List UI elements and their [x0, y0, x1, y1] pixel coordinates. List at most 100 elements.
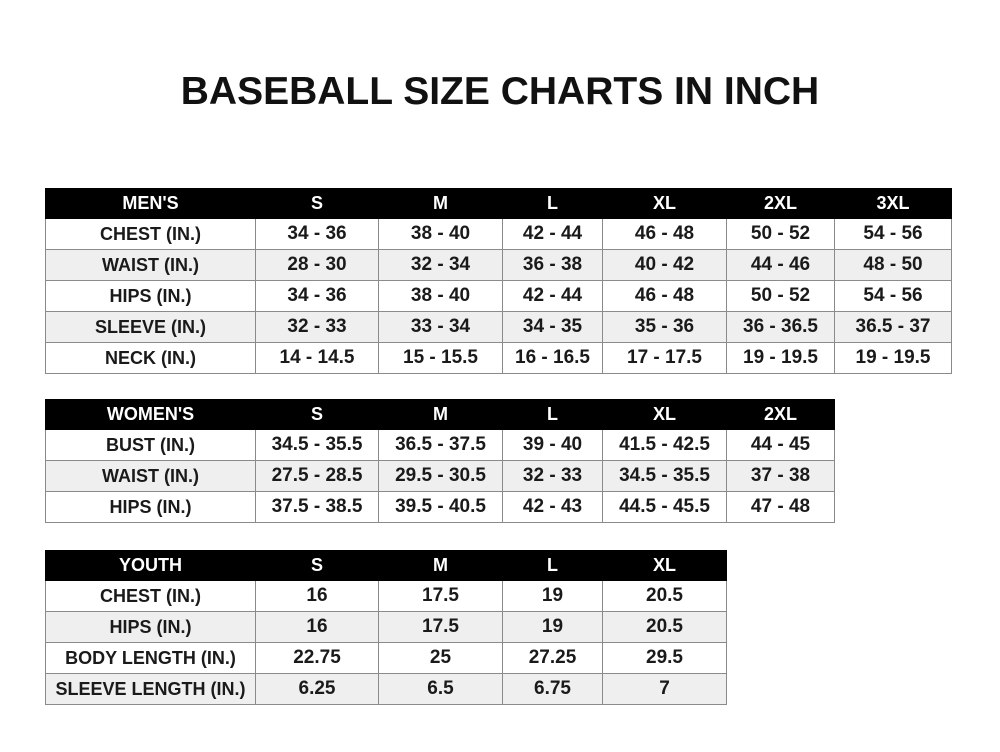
measurement-value: 37.5 - 38.5 — [255, 491, 379, 523]
size-header: L — [502, 399, 603, 430]
measurement-label: HIPS (IN.) — [45, 491, 256, 523]
measurement-label: CHEST (IN.) — [45, 218, 256, 250]
size-header: S — [255, 188, 379, 219]
table-header-row: YOUTH S M L XL — [45, 550, 727, 581]
size-header: 3XL — [834, 188, 952, 219]
measurement-value: 54 - 56 — [834, 280, 952, 312]
measurement-value: 46 - 48 — [602, 218, 727, 250]
measurement-value: 29.5 - 30.5 — [378, 460, 503, 492]
measurement-value: 34 - 36 — [255, 218, 379, 250]
table-row: SLEEVE LENGTH (IN.) 6.25 6.5 6.75 7 — [45, 673, 727, 705]
measurement-value: 50 - 52 — [726, 280, 835, 312]
size-header: XL — [602, 188, 727, 219]
measurement-label: SLEEVE (IN.) — [45, 311, 256, 343]
measurement-value: 33 - 34 — [378, 311, 503, 343]
size-header: S — [255, 399, 379, 430]
table-row: SLEEVE (IN.) 32 - 33 33 - 34 34 - 35 35 - 36… — [45, 311, 952, 343]
measurement-value: 29.5 — [602, 642, 727, 674]
category-header: WOMEN'S — [45, 399, 256, 430]
measurement-value: 35 - 36 — [602, 311, 727, 343]
measurement-value: 16 — [255, 611, 379, 643]
measurement-value: 50 - 52 — [726, 218, 835, 250]
youth-size-table: YOUTH S M L XL CHEST (IN.) 16 17.5 19 20.5 HIPS (I… — [45, 550, 727, 705]
measurement-value: 6.75 — [502, 673, 603, 705]
measurement-value: 32 - 34 — [378, 249, 503, 281]
measurement-value: 19 - 19.5 — [726, 342, 835, 374]
measurement-value: 14 - 14.5 — [255, 342, 379, 374]
measurement-value: 17.5 — [378, 611, 503, 643]
page-title: BASEBALL SIZE CHARTS IN INCH — [180, 70, 820, 113]
measurement-value: 37 - 38 — [726, 460, 835, 492]
measurement-value: 36.5 - 37 — [834, 311, 952, 343]
womens-size-table: WOMEN'S S M L XL 2XL BUST (IN.) 34.5 - 35.5 36.5… — [45, 399, 835, 523]
measurement-value: 36 - 38 — [502, 249, 603, 281]
mens-size-table: MEN'S S M L XL 2XL 3XL CHEST (IN.) 34 - 36 38 - 4… — [45, 188, 952, 374]
size-header: XL — [602, 399, 727, 430]
table-row: HIPS (IN.) 16 17.5 19 20.5 — [45, 611, 727, 643]
measurement-value: 39.5 - 40.5 — [378, 491, 503, 523]
measurement-value: 16 — [255, 580, 379, 612]
size-header: M — [378, 399, 503, 430]
table-row: WAIST (IN.) 27.5 - 28.5 29.5 - 30.5 32 - 33… — [45, 460, 835, 492]
table-header-row: WOMEN'S S M L XL 2XL — [45, 399, 835, 430]
measurement-value: 32 - 33 — [502, 460, 603, 492]
measurement-value: 19 — [502, 611, 603, 643]
measurement-value: 7 — [602, 673, 727, 705]
measurement-value: 36.5 - 37.5 — [378, 429, 503, 461]
measurement-value: 15 - 15.5 — [378, 342, 503, 374]
table-row: BODY LENGTH (IN.) 22.75 25 27.25 29.5 — [45, 642, 727, 674]
measurement-label: HIPS (IN.) — [45, 611, 256, 643]
measurement-value: 34 - 35 — [502, 311, 603, 343]
table-row: WAIST (IN.) 28 - 30 32 - 34 36 - 38 40 - 42 4… — [45, 249, 952, 281]
measurement-value: 36 - 36.5 — [726, 311, 835, 343]
measurement-label: SLEEVE LENGTH (IN.) — [45, 673, 256, 705]
table-row: BUST (IN.) 34.5 - 35.5 36.5 - 37.5 39 - 40 4… — [45, 429, 835, 461]
measurement-value: 32 - 33 — [255, 311, 379, 343]
category-header: YOUTH — [45, 550, 256, 581]
measurement-value: 20.5 — [602, 611, 727, 643]
measurement-value: 6.25 — [255, 673, 379, 705]
measurement-value: 42 - 44 — [502, 280, 603, 312]
table-row: CHEST (IN.) 34 - 36 38 - 40 42 - 44 46 - 48 5… — [45, 218, 952, 250]
measurement-value: 39 - 40 — [502, 429, 603, 461]
category-header: MEN'S — [45, 188, 256, 219]
size-header: L — [502, 188, 603, 219]
measurement-value: 19 — [502, 580, 603, 612]
measurement-value: 6.5 — [378, 673, 503, 705]
size-header: L — [502, 550, 603, 581]
measurement-label: CHEST (IN.) — [45, 580, 256, 612]
size-header: M — [378, 550, 503, 581]
table-row: CHEST (IN.) 16 17.5 19 20.5 — [45, 580, 727, 612]
table-header-row: MEN'S S M L XL 2XL 3XL — [45, 188, 952, 219]
size-header: M — [378, 188, 503, 219]
measurement-label: BUST (IN.) — [45, 429, 256, 461]
table-row: HIPS (IN.) 34 - 36 38 - 40 42 - 44 46 - 48 50… — [45, 280, 952, 312]
measurement-label: NECK (IN.) — [45, 342, 256, 374]
measurement-value: 34.5 - 35.5 — [255, 429, 379, 461]
measurement-value: 27.5 - 28.5 — [255, 460, 379, 492]
measurement-value: 44.5 - 45.5 — [602, 491, 727, 523]
measurement-value: 48 - 50 — [834, 249, 952, 281]
measurement-value: 46 - 48 — [602, 280, 727, 312]
measurement-value: 20.5 — [602, 580, 727, 612]
measurement-value: 19 - 19.5 — [834, 342, 952, 374]
measurement-value: 44 - 45 — [726, 429, 835, 461]
measurement-label: HIPS (IN.) — [45, 280, 256, 312]
measurement-value: 22.75 — [255, 642, 379, 674]
measurement-value: 27.25 — [502, 642, 603, 674]
size-header: 2XL — [726, 399, 835, 430]
measurement-value: 34 - 36 — [255, 280, 379, 312]
size-header: XL — [602, 550, 727, 581]
measurement-value: 44 - 46 — [726, 249, 835, 281]
measurement-value: 17 - 17.5 — [602, 342, 727, 374]
measurement-value: 41.5 - 42.5 — [602, 429, 727, 461]
measurement-label: WAIST (IN.) — [45, 460, 256, 492]
measurement-label: BODY LENGTH (IN.) — [45, 642, 256, 674]
measurement-value: 40 - 42 — [602, 249, 727, 281]
table-row: NECK (IN.) 14 - 14.5 15 - 15.5 16 - 16.5 17 … — [45, 342, 952, 374]
measurement-value: 16 - 16.5 — [502, 342, 603, 374]
measurement-value: 38 - 40 — [378, 280, 503, 312]
measurement-value: 25 — [378, 642, 503, 674]
measurement-value: 34.5 - 35.5 — [602, 460, 727, 492]
measurement-value: 42 - 43 — [502, 491, 603, 523]
